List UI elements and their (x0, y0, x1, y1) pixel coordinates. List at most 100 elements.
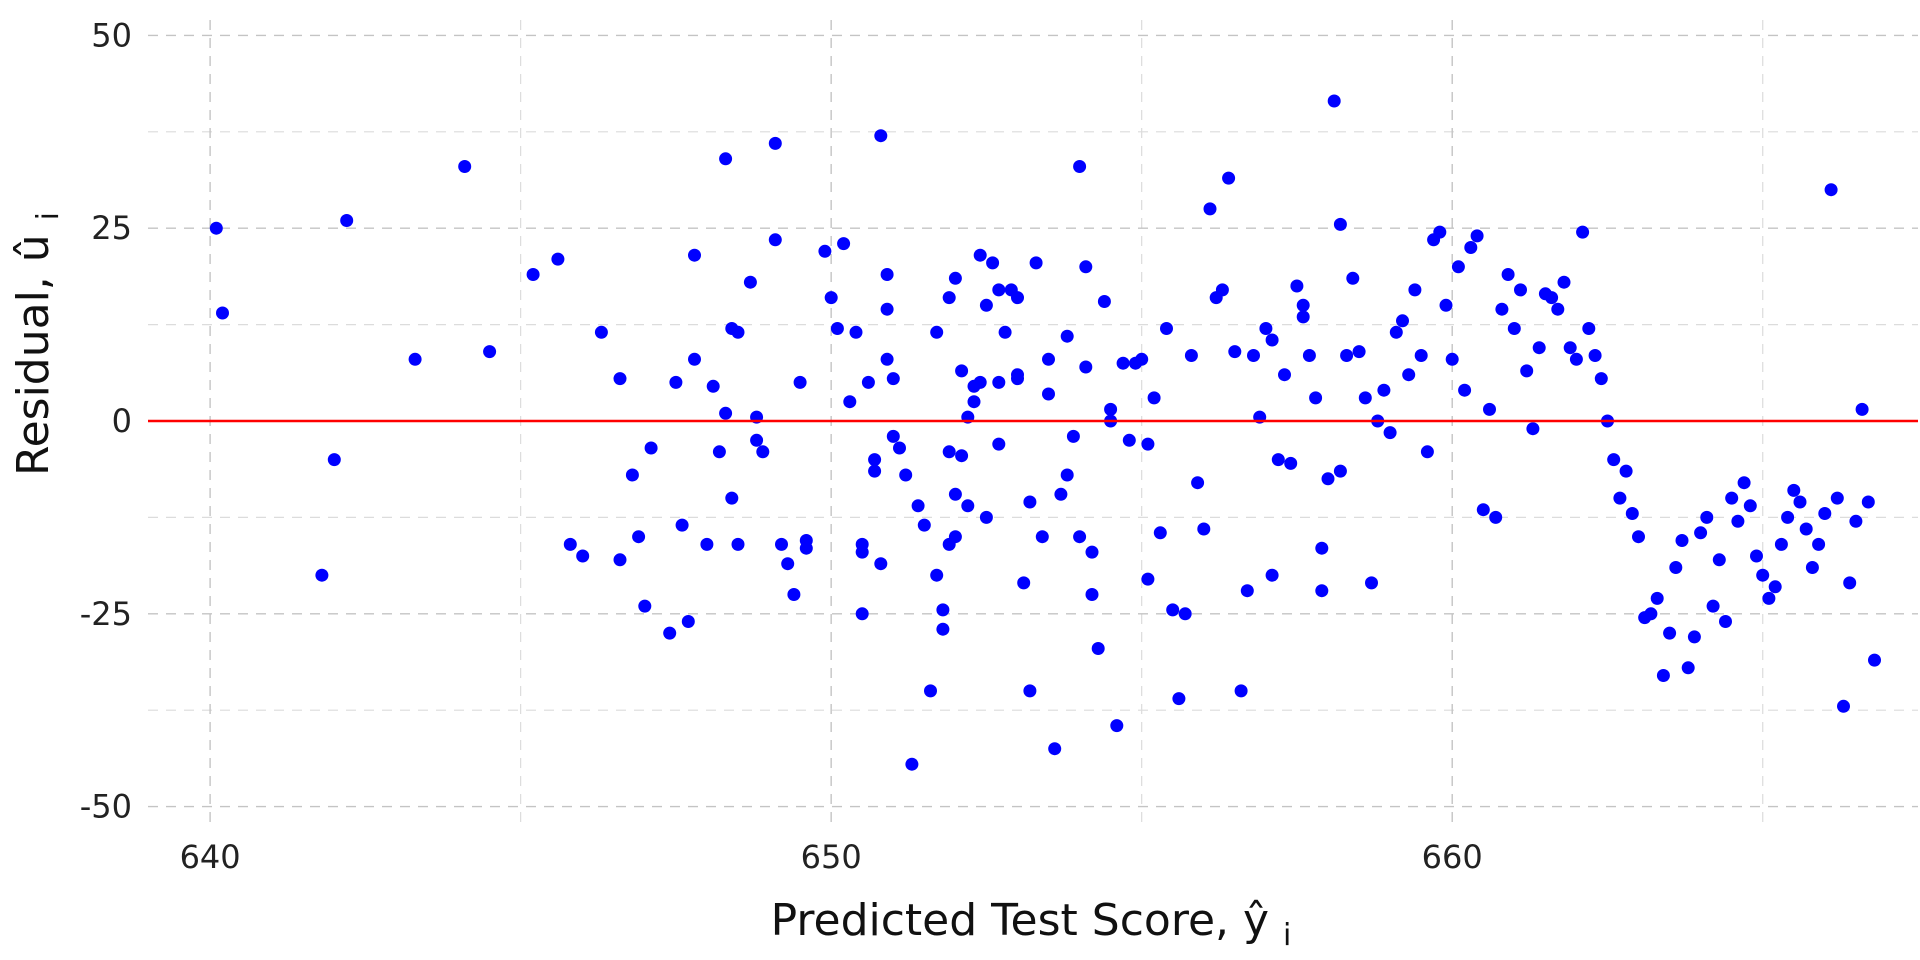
data-point-208 (1613, 491, 1627, 505)
data-point-195 (1532, 341, 1546, 355)
x-axis-title-math: ŷ (1243, 895, 1269, 946)
data-point-154 (1296, 298, 1310, 312)
data-point-25 (700, 537, 714, 551)
x-axis-title-sub: i (1283, 918, 1291, 953)
data-point-10 (563, 537, 577, 551)
data-point-79 (948, 530, 962, 544)
data-point-192 (1514, 283, 1527, 297)
data-point-16 (632, 530, 646, 544)
data-point-226 (1725, 491, 1739, 505)
data-point-161 (1327, 94, 1341, 108)
data-point-43 (793, 375, 807, 389)
data-point-108 (1054, 487, 1068, 501)
data-point-103 (1029, 256, 1043, 270)
data-point-106 (1042, 387, 1055, 401)
data-point-63 (886, 372, 900, 386)
data-point-162 (1333, 217, 1347, 231)
data-point-23 (688, 248, 701, 262)
data-point-219 (1681, 661, 1695, 675)
data-point-6 (458, 160, 472, 173)
data-point-204 (1588, 349, 1602, 362)
data-point-203 (1582, 322, 1596, 335)
data-point-221 (1694, 526, 1708, 540)
data-point-246 (1849, 514, 1863, 528)
data-point-89 (979, 298, 993, 312)
data-point-71 (930, 325, 944, 339)
data-point-163 (1333, 464, 1347, 478)
data-point-91 (986, 256, 1000, 270)
data-point-235 (1781, 510, 1795, 524)
data-point-114 (1079, 260, 1093, 274)
data-point-224 (1712, 553, 1726, 567)
data-point-248 (1861, 495, 1875, 509)
data-point-249 (1868, 653, 1881, 667)
data-point-164 (1340, 349, 1354, 362)
data-point-27 (712, 445, 726, 459)
data-point-229 (1743, 499, 1757, 513)
data-point-14 (613, 553, 627, 567)
data-point-193 (1520, 364, 1534, 378)
data-point-47 (824, 291, 838, 305)
data-point-5 (408, 352, 422, 366)
data-point-175 (1408, 283, 1422, 297)
data-point-117 (1085, 588, 1099, 601)
data-point-60 (880, 268, 894, 281)
data-point-160 (1321, 472, 1335, 486)
data-point-247 (1855, 402, 1869, 416)
y-tick-label-1: -25 (80, 595, 132, 633)
data-point-231 (1756, 568, 1770, 582)
data-point-217 (1669, 561, 1683, 574)
data-point-70 (924, 684, 937, 698)
data-point-184 (1464, 241, 1478, 254)
data-point-9 (551, 252, 565, 266)
data-point-245 (1843, 576, 1857, 590)
data-point-174 (1402, 368, 1416, 382)
data-point-155 (1296, 310, 1310, 324)
data-point-170 (1377, 383, 1391, 397)
data-point-49 (837, 237, 851, 251)
data-point-216 (1663, 626, 1677, 640)
y-axis-title-text: Residual, (8, 276, 59, 476)
data-point-228 (1737, 476, 1751, 490)
data-point-189 (1495, 302, 1509, 316)
data-point-123 (1116, 356, 1130, 370)
data-point-78 (948, 487, 962, 501)
data-point-46 (818, 244, 832, 258)
data-point-81 (955, 364, 969, 378)
data-point-179 (1433, 225, 1447, 239)
data-point-82 (955, 449, 969, 463)
data-point-218 (1675, 534, 1689, 547)
data-point-84 (961, 499, 975, 513)
data-point-39 (768, 233, 782, 247)
data-point-99 (1011, 372, 1024, 386)
data-point-101 (1023, 495, 1037, 509)
data-point-197 (1545, 291, 1559, 305)
data-point-111 (1066, 429, 1080, 443)
data-point-69 (917, 518, 931, 532)
data-point-177 (1420, 445, 1434, 459)
data-point-87 (973, 248, 987, 262)
data-point-118 (1091, 642, 1105, 655)
data-point-102 (1023, 684, 1037, 698)
data-point-172 (1389, 325, 1403, 339)
data-point-19 (663, 626, 677, 640)
data-point-92 (992, 283, 1006, 297)
data-point-75 (942, 291, 956, 305)
data-point-36 (750, 433, 764, 447)
data-point-241 (1818, 507, 1832, 520)
data-point-33 (731, 537, 745, 551)
data-point-48 (830, 322, 844, 335)
data-point-54 (855, 607, 869, 621)
data-point-239 (1805, 561, 1819, 574)
data-point-61 (880, 302, 894, 316)
data-point-7 (483, 345, 497, 359)
data-point-200 (1563, 341, 1577, 355)
data-point-90 (979, 510, 993, 524)
data-point-12 (594, 325, 608, 339)
data-point-220 (1687, 630, 1701, 644)
data-point-149 (1265, 568, 1279, 582)
data-point-131 (1160, 322, 1173, 335)
data-point-158 (1315, 541, 1329, 555)
data-point-185 (1470, 229, 1484, 243)
data-point-51 (849, 325, 863, 339)
